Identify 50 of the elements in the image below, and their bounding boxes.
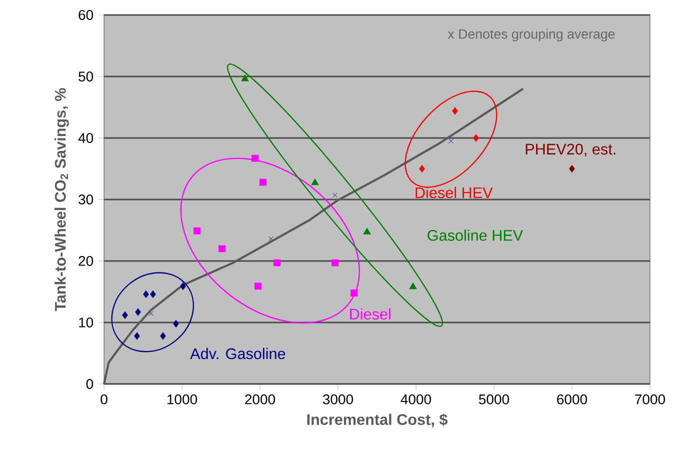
x-tick-label: 6000 (557, 394, 587, 404)
point (409, 282, 417, 290)
point (332, 192, 338, 198)
point (452, 107, 458, 115)
point (150, 290, 156, 298)
x-tick-label: 1000 (168, 394, 198, 404)
text: Gasoline HEV (428, 230, 524, 241)
point (241, 74, 249, 82)
point (274, 259, 280, 266)
x-tick-label: 5000 (478, 394, 510, 404)
y-axis-title: Tank-to-Wheel CO$_{2}$ Savings, % (54, 88, 69, 312)
point (419, 165, 425, 172)
point (448, 138, 454, 144)
x-tick-label: 4000 (400, 394, 432, 404)
y-tick-label: 0 (86, 379, 94, 389)
point (254, 282, 262, 290)
point (473, 134, 479, 142)
point (134, 332, 140, 340)
y-tick-label: 20 (78, 256, 94, 266)
x-tick-label: 7000 (635, 394, 665, 404)
x-axis-title: Incremental Cost, $ (307, 413, 448, 428)
x-tick-label: 3000 (322, 394, 354, 404)
point (363, 228, 371, 234)
point (173, 320, 179, 328)
x-tick-label: 2000 (245, 394, 276, 404)
point (135, 308, 141, 316)
point (218, 245, 226, 252)
point (143, 290, 149, 298)
y-tick-label: 60 (78, 10, 94, 20)
point (148, 310, 154, 316)
y-tick-label: 10 (79, 318, 94, 328)
y-tick-label: 40 (78, 133, 94, 143)
series-label: Adv. Gasoline (190, 348, 286, 360)
series-label: PHEV20, est. (526, 144, 616, 156)
point (268, 236, 274, 242)
point (194, 227, 200, 234)
legend-label: Diesel (350, 308, 390, 320)
point (180, 282, 186, 290)
point (332, 259, 339, 266)
point (259, 178, 266, 186)
series-label: Diesel HEV (416, 186, 493, 198)
point (569, 165, 575, 172)
line-series (102, 88, 524, 386)
y-tick-label: 50 (78, 72, 94, 82)
y-tick-label: 30 (78, 194, 94, 204)
x-tick-label: 0 (100, 394, 108, 404)
annotation: x Denotes grouping average (448, 28, 615, 42)
point (160, 332, 166, 340)
point (122, 311, 128, 319)
point (311, 178, 319, 186)
